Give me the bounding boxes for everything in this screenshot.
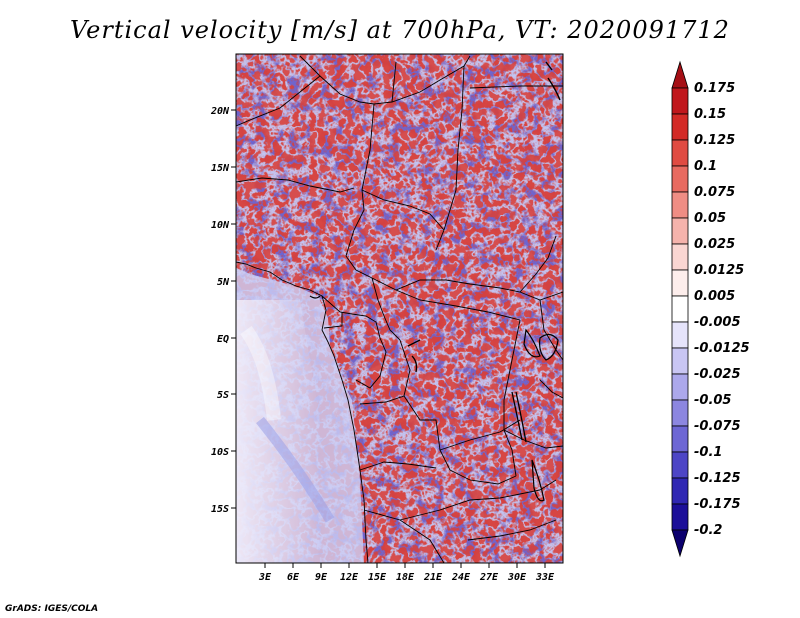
colorbar-swatch	[671, 399, 689, 427]
chart-title: Vertical velocity [m/s] at 700hPa, VT: 2…	[70, 16, 730, 44]
lat-label-5s: 5S	[217, 390, 229, 401]
lat-label-5n: 5N	[217, 277, 230, 288]
colorbar-swatch	[671, 451, 689, 479]
colorbar-level-label: 0.0125	[694, 263, 744, 278]
lat-label-15n: 15N	[211, 163, 230, 174]
lon-label-12e: 12E	[340, 572, 359, 583]
colorbar: 0.175 0.15 0.125 0.1 0.075 0.05 0.025 0.0125 0.0…	[671, 60, 750, 558]
lon-label-9e: 9E	[315, 572, 328, 583]
lat-label-eq: EQ	[217, 334, 229, 345]
colorbar-level-label: -0.125	[694, 471, 741, 486]
lon-label-3e: 3E	[258, 572, 272, 583]
colorbar-swatch	[671, 503, 689, 531]
colorbar-swatch	[671, 87, 689, 115]
colorbar-swatch	[671, 269, 689, 297]
colorbar-swatch	[671, 373, 689, 401]
colorbar-level-label: 0.025	[694, 237, 735, 252]
colorbar-swatch	[671, 295, 689, 323]
colorbar-level-label: 0.1	[694, 159, 717, 174]
colorbar-level-label: -0.075	[694, 419, 741, 434]
colorbar-level-label: 0.125	[694, 133, 735, 148]
colorbar-level-label: -0.1	[694, 445, 722, 460]
lon-label-6e: 6E	[287, 572, 300, 583]
colorbar-swatch	[671, 165, 689, 193]
colorbar-swatch	[671, 60, 689, 89]
lon-label-15e: 15E	[368, 572, 387, 583]
colorbar-level-label: -0.005	[694, 315, 741, 330]
colorbar-level-label: -0.2	[694, 523, 722, 538]
colorbar-swatch	[671, 217, 689, 245]
lon-label-33e: 33E	[535, 572, 555, 583]
colorbar-level-label: 0.075	[694, 185, 735, 200]
colorbar-level-label: -0.175	[694, 497, 741, 512]
colorbar-level-label: -0.0125	[694, 341, 750, 356]
lon-label-30e: 30E	[507, 572, 527, 583]
colorbar-swatch	[671, 477, 689, 505]
lon-label-27e: 27E	[479, 572, 499, 583]
map-frame	[235, 53, 564, 564]
lon-label-21e: 21E	[423, 572, 443, 583]
colorbar-swatch	[671, 425, 689, 453]
colorbar-level-label: -0.025	[694, 367, 741, 382]
colorbar-swatch	[671, 347, 689, 375]
latitude-axis	[231, 109, 236, 509]
footer-credit: GrADS: IGES/COLA	[5, 604, 99, 614]
colorbar-swatch	[671, 243, 689, 271]
colorbar-swatch	[671, 139, 689, 167]
colorbar-level-label: 0.175	[694, 81, 735, 96]
lat-label-10s: 10S	[211, 447, 229, 458]
colorbar-swatch	[671, 529, 689, 558]
lon-label-24e: 24E	[451, 572, 471, 583]
colorbar-level-label: -0.05	[694, 393, 731, 408]
longitude-axis	[264, 563, 546, 568]
lon-label-18e: 18E	[396, 572, 415, 583]
colorbar-level-label: 0.005	[694, 289, 735, 304]
colorbar-level-label: 0.05	[694, 211, 726, 226]
colorbar-level-label: 0.15	[694, 107, 726, 122]
colorbar-swatch	[671, 113, 689, 141]
lat-label-10n: 10N	[211, 220, 230, 231]
lat-label-20n: 20N	[210, 106, 230, 117]
colorbar-swatch	[671, 191, 689, 219]
colorbar-swatch	[671, 321, 689, 349]
coastlines-borders	[236, 55, 563, 563]
map-panel	[236, 54, 563, 563]
lat-label-15s: 15S	[211, 504, 229, 515]
